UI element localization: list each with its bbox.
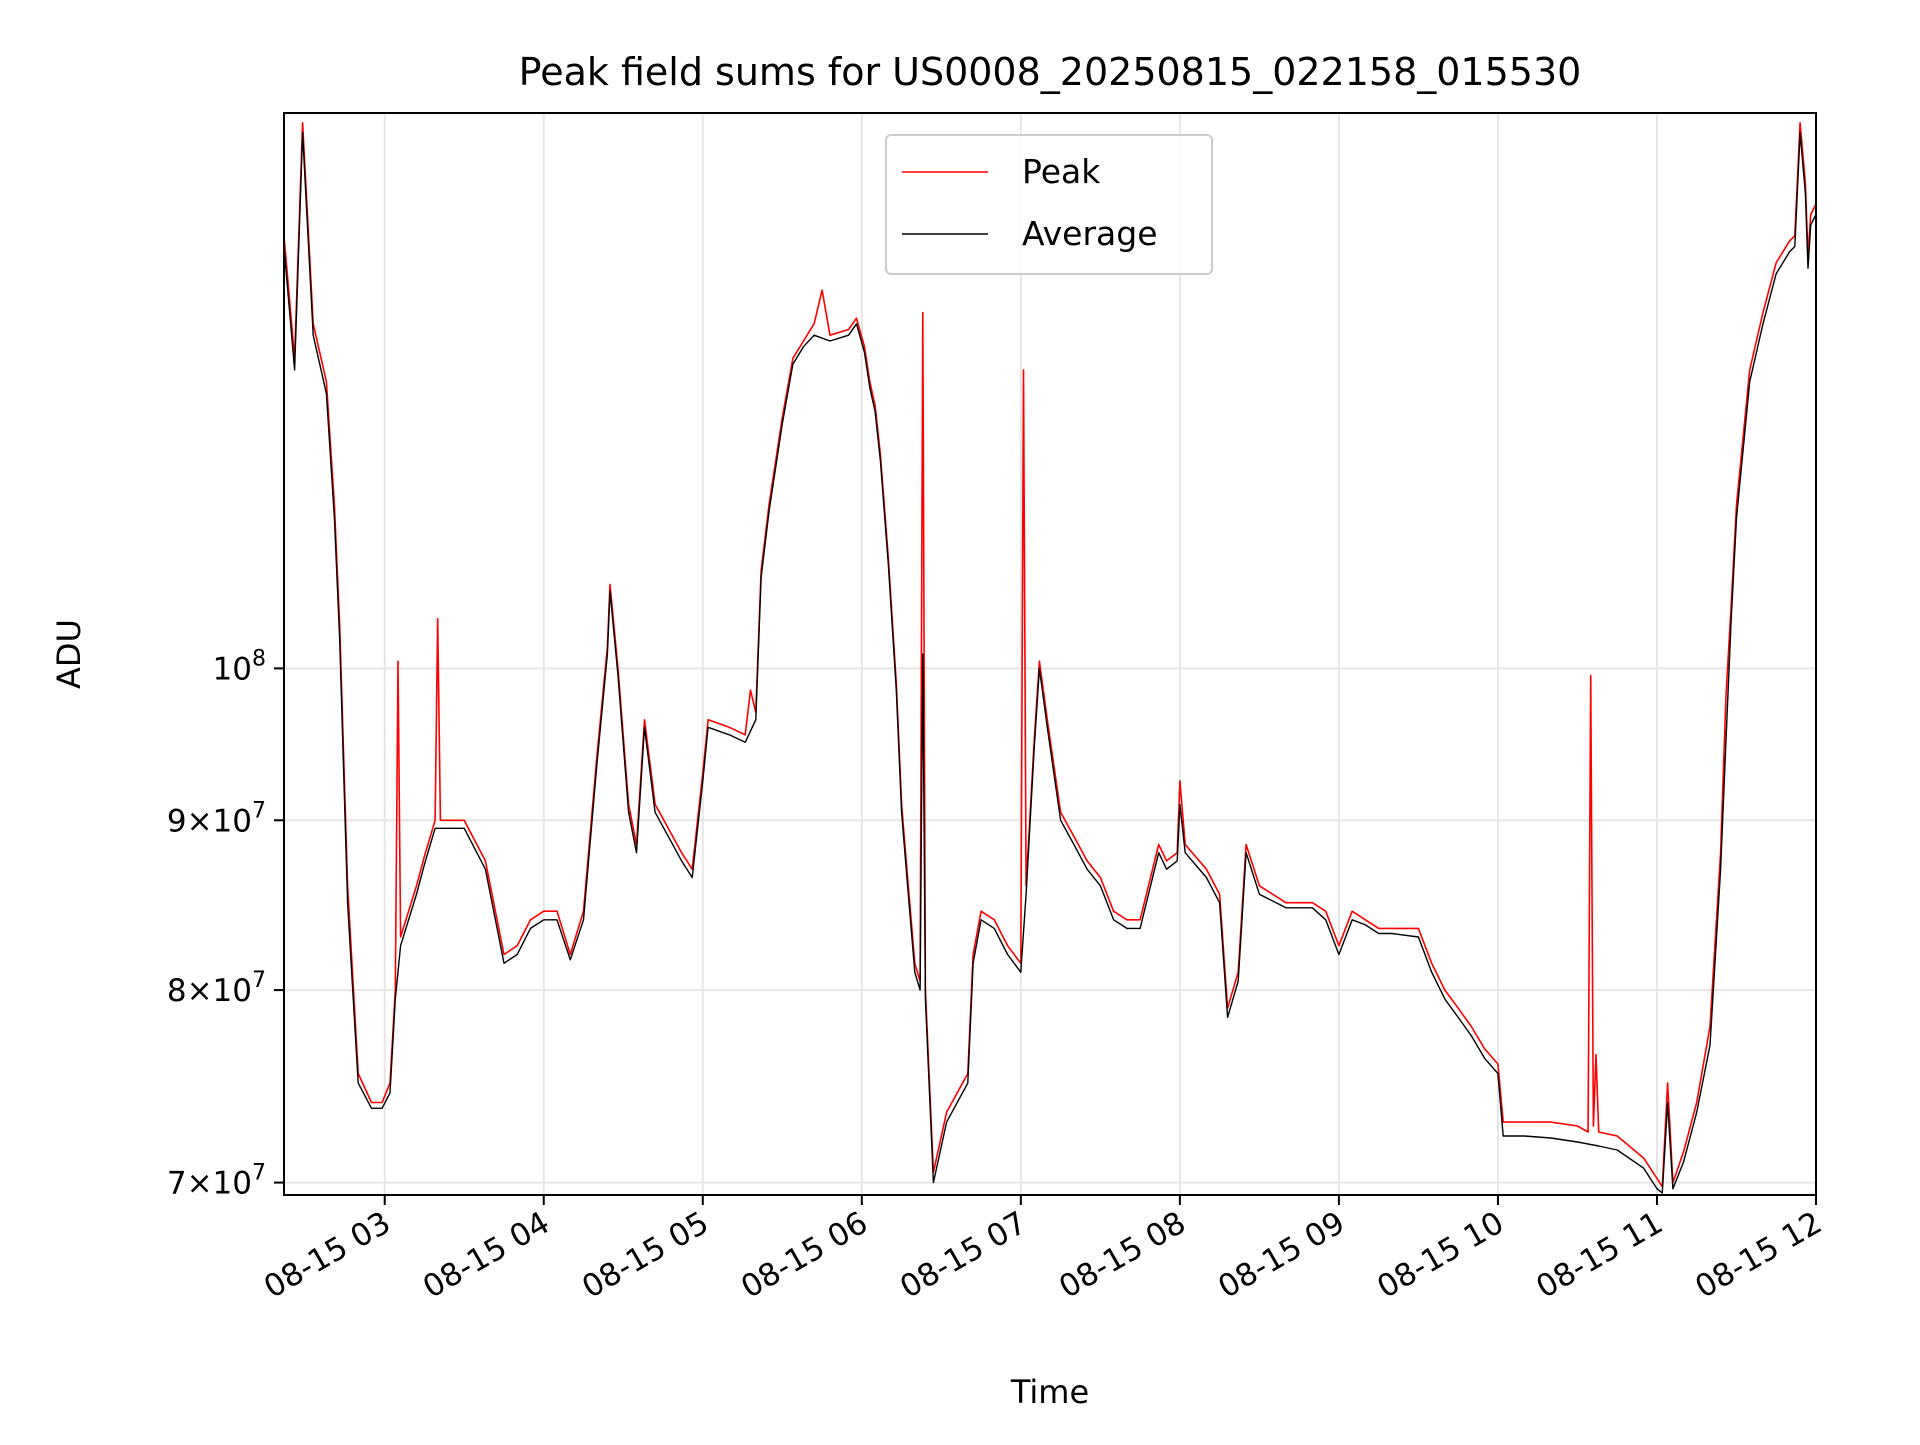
y-tick-label: 8×107 (167, 968, 266, 1009)
y-tick-exponent: 7 (252, 968, 266, 993)
y-axis-label: ADU (50, 619, 88, 689)
chart-title: Peak field sums for US0008_20250815_0221… (519, 50, 1582, 94)
x-axis-label: Time (1010, 1373, 1089, 1411)
y-tick-mantissa: 9×10 (167, 803, 252, 839)
y-tick-exponent: 7 (252, 798, 266, 823)
y-tick-label: 9×107 (167, 798, 266, 839)
series-line-peak (283, 122, 1817, 1188)
legend-label-average: Average (1022, 214, 1158, 253)
legend: Peak Average (885, 134, 1213, 275)
series-layer (283, 122, 1817, 1194)
y-tick-label: 7×107 (167, 1161, 266, 1202)
y-tick-label: 108 (213, 646, 266, 687)
y-tick-mantissa: 8×10 (167, 973, 252, 1009)
y-tick-mantissa: 10 (213, 651, 252, 687)
y-tick-exponent: 7 (252, 1161, 266, 1186)
legend-label-peak: Peak (1022, 152, 1101, 191)
axes-frame (283, 112, 1817, 1196)
y-tick-exponent: 8 (252, 646, 266, 671)
legend-box (885, 134, 1213, 275)
y-tick-mantissa: 7×10 (167, 1166, 252, 1202)
series-line-average (283, 132, 1817, 1194)
